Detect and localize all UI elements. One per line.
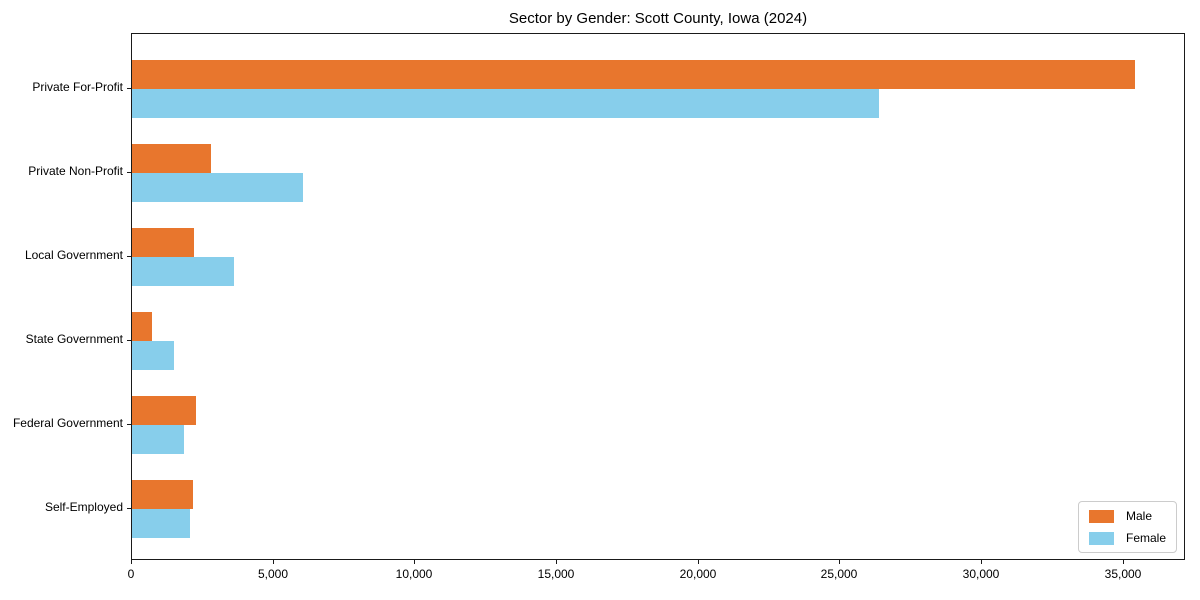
- y-tick-mark-federal-government: [127, 424, 131, 425]
- bar-state-government-female: [132, 341, 174, 370]
- x-tick-mark-25-000: [839, 560, 840, 564]
- y-tick-mark-state-government: [127, 340, 131, 341]
- x-tick-label-15-000: 15,000: [537, 567, 575, 581]
- bar-local-government-male: [132, 228, 194, 257]
- legend-label-female: Female: [1125, 531, 1166, 545]
- x-tick-label-0: 0: [127, 567, 135, 581]
- bar-self-employed-male: [132, 480, 193, 509]
- bar-private-for-profit-female: [132, 89, 879, 118]
- x-tick-label-20-000: 20,000: [679, 567, 717, 581]
- legend-swatch-female: [1088, 531, 1114, 545]
- y-tick-mark-private-non-profit: [127, 172, 131, 173]
- chart-title: Sector by Gender: Scott County, Iowa (20…: [508, 10, 808, 27]
- bar-private-for-profit-male: [132, 60, 1135, 89]
- y-axis-label-private-non-profit: Private Non-Profit: [28, 164, 123, 178]
- y-axis-label-federal-government: Federal Government: [12, 416, 123, 430]
- x-tick-label-30-000: 30,000: [962, 567, 1000, 581]
- bar-private-non-profit-female: [132, 173, 303, 202]
- legend-label-male: Male: [1125, 509, 1152, 523]
- plot-area: Male Female: [131, 33, 1185, 560]
- x-tick-mark-35-000: [1123, 560, 1124, 564]
- x-tick-label-25-000: 25,000: [820, 567, 858, 581]
- x-tick-label-10-000: 10,000: [395, 567, 433, 581]
- x-tick-label-35-000: 35,000: [1104, 567, 1142, 581]
- x-tick-mark-10-000: [414, 560, 415, 564]
- bar-state-government-male: [132, 312, 152, 341]
- legend-swatch-male: [1088, 509, 1114, 523]
- bar-private-non-profit-male: [132, 144, 211, 173]
- x-tick-mark-20-000: [698, 560, 699, 564]
- bar-federal-government-male: [132, 396, 196, 425]
- legend: Male Female: [1077, 501, 1177, 553]
- x-tick-mark-30-000: [981, 560, 982, 564]
- y-tick-mark-private-for-profit: [127, 88, 131, 89]
- x-tick-label-5-000: 5,000: [257, 567, 289, 581]
- legend-entry-male: Male: [1088, 509, 1166, 523]
- y-tick-mark-self-employed: [127, 508, 131, 509]
- x-tick-mark-15-000: [556, 560, 557, 564]
- bar-self-employed-female: [132, 509, 190, 538]
- y-axis-label-private-for-profit: Private For-Profit: [32, 80, 123, 94]
- x-tick-mark-5-000: [273, 560, 274, 564]
- y-axis-label-state-government: State Government: [25, 332, 123, 346]
- x-tick-mark-0: [131, 560, 132, 564]
- y-axis-label-self-employed: Self-Employed: [44, 500, 123, 514]
- bar-local-government-female: [132, 257, 234, 286]
- y-tick-mark-local-government: [127, 256, 131, 257]
- bar-federal-government-female: [132, 425, 184, 454]
- y-axis-label-local-government: Local Government: [24, 248, 123, 262]
- legend-entry-female: Female: [1088, 531, 1166, 545]
